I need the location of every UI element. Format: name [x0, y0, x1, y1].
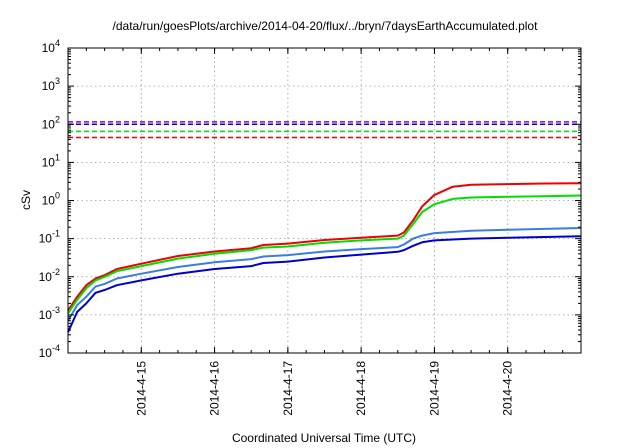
x-tick-label: 2014-4-19	[427, 361, 441, 416]
y-tick-labels: 10-4 10-3 10-2 10-1 100 101 102 103 104	[39, 38, 60, 360]
series-line	[67, 194, 582, 314]
series-layer	[67, 182, 582, 333]
x-tick-label: 2014-4-18	[354, 361, 368, 416]
x-axis-label: Coordinated Universal Time (UTC)	[232, 431, 416, 445]
y-axis-label: cSv	[19, 190, 33, 210]
series-line	[67, 227, 582, 322]
x-tick-labels: 2014-4-15 2014-4-16 2014-4-17 2014-4-18 2014…	[134, 361, 514, 416]
x-tick-label: 2014-4-17	[281, 361, 295, 416]
series-line	[67, 182, 582, 312]
reference-lines	[68, 121, 581, 139]
y-tick-label: 101	[42, 152, 60, 169]
y-tick-label: 10-2	[39, 267, 60, 284]
y-tick-label: 10-1	[39, 229, 60, 246]
x-tick-label: 2014-4-15	[134, 361, 148, 416]
y-tick-label: 100	[42, 191, 60, 208]
y-tick-label: 103	[42, 76, 60, 93]
chart-title: /data/run/goesPlots/archive/2014-04-20/f…	[113, 19, 539, 33]
grid-layer	[68, 48, 581, 353]
y-tick-label: 10-3	[39, 305, 60, 322]
y-tick-label: 102	[42, 114, 60, 131]
x-tick-label: 2014-4-20	[501, 361, 515, 416]
y-tick-label: 10-4	[39, 343, 60, 360]
y-tick-label: 104	[42, 38, 60, 55]
x-tick-label: 2014-4-16	[208, 361, 222, 416]
series-line	[67, 235, 582, 333]
ticks-layer	[67, 47, 582, 354]
